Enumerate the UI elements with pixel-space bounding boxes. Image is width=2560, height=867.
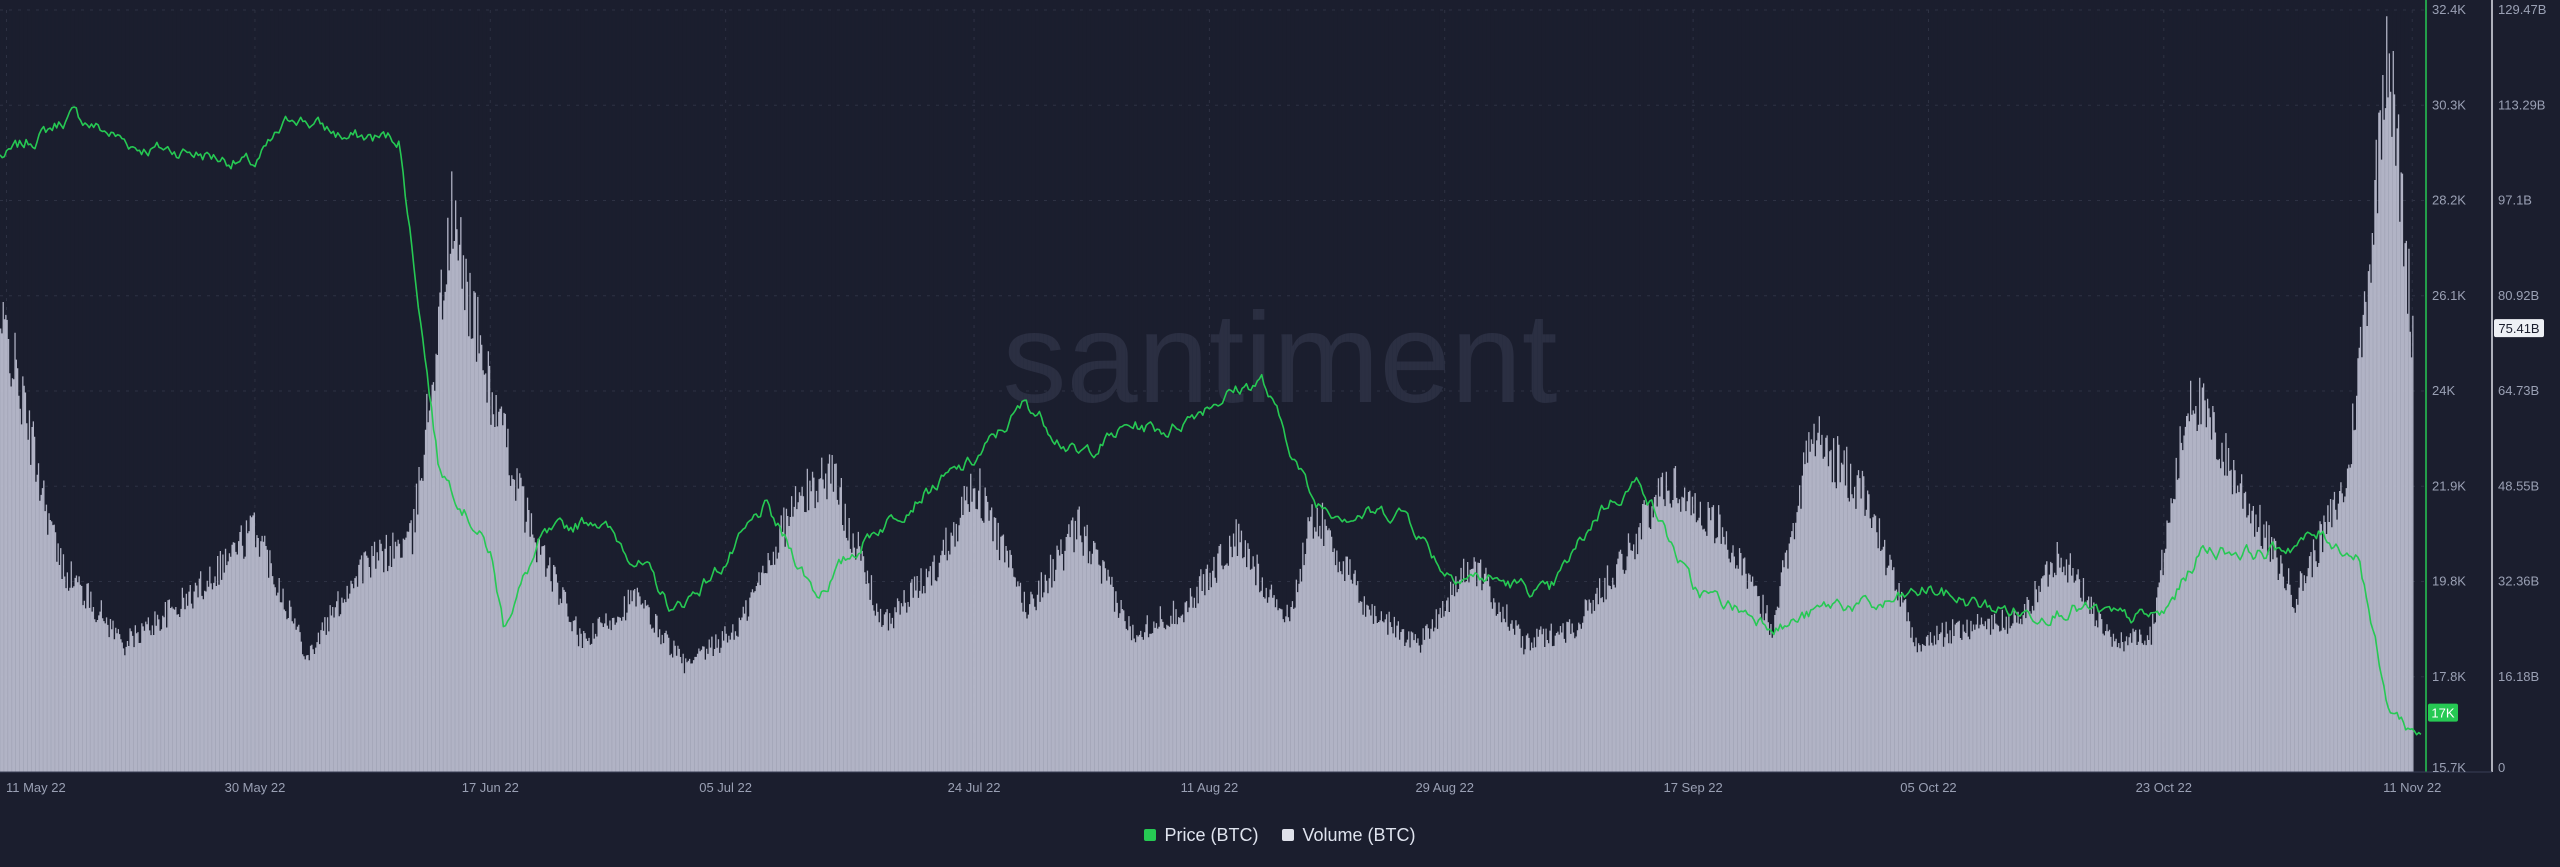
x-tick-label: 17 Jun 22 bbox=[462, 780, 519, 795]
x-tick-label: 17 Sep 22 bbox=[1663, 780, 1722, 795]
price-tick-label: 17.8K bbox=[2432, 669, 2466, 684]
volume-tick-label: 0 bbox=[2498, 760, 2505, 775]
x-tick-label: 24 Jul 22 bbox=[948, 780, 1001, 795]
legend-label-price: Price (BTC) bbox=[1164, 824, 1259, 845]
volume-tick-label: 64.73B bbox=[2498, 383, 2539, 398]
price-badge-text: 17K bbox=[2431, 706, 2454, 721]
volume-tick-label: 16.18B bbox=[2498, 669, 2539, 684]
x-tick-label: 29 Aug 22 bbox=[1415, 780, 1474, 795]
grid-layer bbox=[0, 9, 2424, 772]
volume-area bbox=[0, 16, 2414, 773]
price-badge bbox=[2428, 703, 2458, 722]
x-tick-label: 11 Nov 22 bbox=[2383, 780, 2441, 795]
volume-tick-label: 113.29B bbox=[2498, 97, 2545, 112]
legend-label-volume: Volume (BTC) bbox=[1302, 824, 1416, 845]
price-tick-label: 32.4K bbox=[2432, 2, 2466, 17]
price-tick-label: 28.2K bbox=[2432, 193, 2466, 208]
x-tick-label: 11 Aug 22 bbox=[1181, 780, 1239, 795]
price-tick-label: 30.3K bbox=[2432, 97, 2466, 112]
x-tick-label: 11 May 22 bbox=[6, 780, 66, 795]
volume-badge bbox=[2494, 319, 2544, 338]
legend-item-price[interactable]: Price (BTC) bbox=[1144, 825, 1258, 846]
price-axis-ticks: 32.4K 30.3K 28.2K 26.1K 24K 21.9K 19.8K 17.8K 15… bbox=[2432, 2, 2466, 775]
x-tick-label: 05 Oct 22 bbox=[1900, 780, 1956, 795]
volume-badge-text: 75.41B bbox=[2498, 321, 2539, 336]
x-tick-label: 30 May 22 bbox=[225, 780, 286, 795]
price-series bbox=[0, 106, 2422, 736]
legend-item-volume[interactable]: Volume (BTC) bbox=[1282, 824, 1416, 846]
price-tick-label: 15.7K bbox=[2432, 760, 2466, 775]
volume-tick-label: 129.47B bbox=[2498, 2, 2546, 17]
volume-axis-ticks: 129.47B 113.29B 97.1B 80.92B 64.73B 48.55B 32.… bbox=[2498, 2, 2546, 775]
watermark-logo: santiment bbox=[1003, 287, 1558, 430]
price-tick-label: 26.1K bbox=[2432, 288, 2466, 303]
x-axis-ticks: 11 May 22 30 May 22 17 Jun 22 05 Jul 22 24 J… bbox=[6, 780, 2441, 795]
volume-tick-label: 97.1B bbox=[2498, 193, 2532, 208]
price-tick-label: 19.8K bbox=[2432, 574, 2466, 589]
volume-tick-label: 80.92B bbox=[2498, 288, 2539, 303]
volume-series bbox=[0, 10, 2414, 773]
price-line bbox=[0, 106, 2422, 736]
legend: Price (BTC) Volume (BTC) bbox=[0, 818, 2560, 852]
x-tick-label: 23 Oct 22 bbox=[2136, 780, 2192, 795]
x-tick-label: 05 Jul 22 bbox=[699, 780, 752, 795]
volume-tick-label: 48.55B bbox=[2498, 478, 2539, 493]
axes-layer bbox=[0, 0, 2493, 773]
volume-swatch-icon bbox=[1282, 829, 1295, 841]
volume-tick-label: 32.36B bbox=[2498, 574, 2539, 589]
price-swatch-icon bbox=[1144, 829, 1157, 841]
price-tick-label: 21.9K bbox=[2432, 478, 2466, 493]
axis-badges: 17K 75.41B bbox=[2428, 319, 2544, 722]
price-tick-label: 24K bbox=[2432, 383, 2455, 398]
